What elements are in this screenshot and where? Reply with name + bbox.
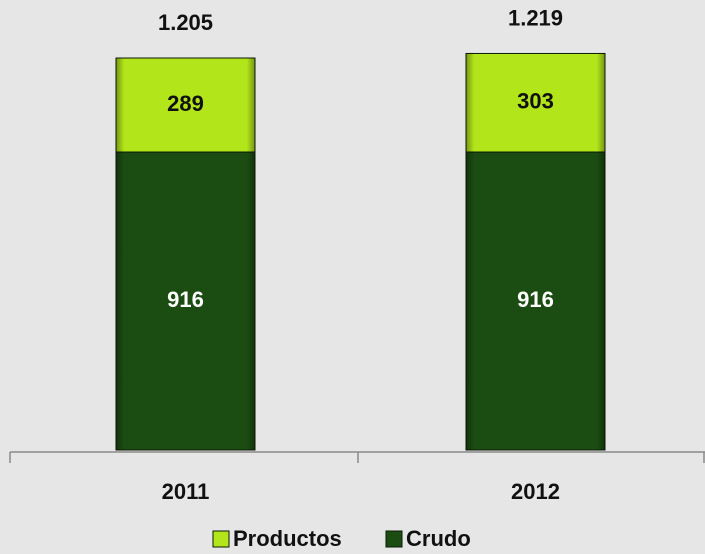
value-label: 916	[167, 287, 204, 312]
x-tick-label: 2011	[162, 479, 210, 504]
bar-bevel	[116, 58, 255, 153]
value-label: 289	[167, 91, 204, 116]
legend-swatch	[212, 530, 230, 548]
total-label: 1.219	[508, 5, 563, 30]
value-label: 916	[517, 287, 554, 312]
bar-bevel	[466, 152, 605, 450]
total-label: 1.205	[158, 10, 213, 35]
x-tick-label: 2012	[511, 479, 560, 504]
legend-label: Productos	[233, 526, 342, 551]
bar-bevel	[116, 152, 255, 450]
legend-swatch	[385, 530, 403, 548]
legend-label: Crudo	[406, 526, 471, 551]
bar-bevel	[466, 53, 605, 153]
value-label: 303	[517, 89, 554, 114]
